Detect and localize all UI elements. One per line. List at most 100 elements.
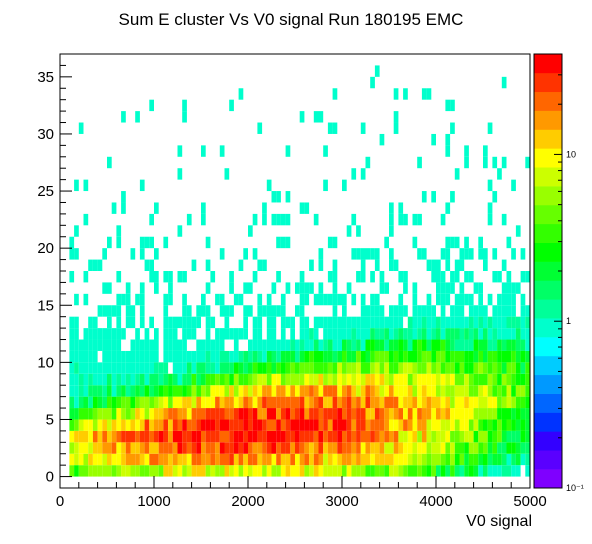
heatmap-cell	[229, 282, 234, 294]
heatmap-cell	[445, 316, 451, 329]
heatmap-cell	[431, 408, 436, 420]
heatmap-cell	[135, 328, 140, 340]
heatmap-cell	[445, 259, 451, 271]
heatmap-cell	[285, 419, 291, 431]
heatmap-cell	[440, 271, 446, 283]
heatmap-cell	[182, 271, 187, 283]
heatmap-cell	[351, 328, 357, 340]
heatmap-cell	[332, 453, 338, 466]
heatmap-cell	[492, 156, 498, 169]
heatmap-cell	[360, 373, 366, 386]
heatmap-cell	[511, 465, 516, 477]
heatmap-cell	[478, 339, 483, 351]
heatmap-cell	[121, 191, 126, 203]
heatmap-cell	[210, 385, 216, 397]
heatmap-cell	[229, 419, 234, 431]
heatmap-cell	[497, 465, 502, 477]
x-tick-label: 4000	[419, 493, 452, 510]
heatmap-cell	[262, 453, 267, 466]
heatmap-cell	[454, 271, 460, 283]
heatmap-cell	[346, 385, 352, 397]
heatmap-cell	[478, 453, 483, 466]
heatmap-cell	[182, 419, 187, 431]
heatmap-cell	[205, 328, 211, 340]
heatmap-cell	[318, 419, 324, 431]
heatmap-cell	[257, 385, 263, 397]
heatmap-cell	[135, 396, 140, 409]
heatmap-cell	[445, 99, 451, 112]
heatmap-cell	[248, 305, 253, 317]
heatmap-cell	[497, 305, 502, 317]
heatmap-cell	[116, 408, 122, 420]
heatmap-cell	[473, 305, 479, 317]
heatmap-cell	[172, 350, 178, 363]
heatmap-cell	[398, 442, 404, 454]
palette-swatch	[534, 431, 562, 451]
heatmap-cell	[233, 408, 239, 420]
heatmap-cell	[398, 396, 404, 409]
heatmap-cell	[92, 442, 98, 454]
heatmap-cell	[215, 328, 220, 340]
heatmap-cell	[426, 465, 432, 477]
heatmap-cell	[111, 362, 117, 374]
heatmap-cell	[83, 385, 89, 397]
heatmap-cell	[473, 453, 479, 466]
heatmap-cell	[290, 339, 295, 351]
heatmap-cell	[468, 465, 474, 477]
heatmap-cell	[384, 339, 389, 351]
heatmap-cell	[191, 362, 197, 374]
heatmap-cell	[351, 293, 357, 306]
heatmap-cell	[243, 350, 248, 363]
heatmap-cell	[299, 396, 305, 409]
heatmap-cell	[478, 362, 483, 374]
heatmap-cell	[365, 408, 371, 420]
heatmap-cell	[360, 305, 366, 317]
heatmap-cell	[271, 373, 277, 386]
heatmap-cell	[139, 179, 145, 192]
heatmap-cell	[92, 453, 98, 466]
heatmap-cell	[125, 373, 131, 386]
heatmap-cell	[327, 271, 333, 283]
heatmap-cell	[238, 465, 244, 477]
heatmap-cell	[492, 350, 498, 363]
heatmap-cell	[468, 453, 474, 466]
heatmap-cell	[69, 385, 75, 397]
heatmap-cell	[257, 339, 263, 351]
heatmap-cell	[186, 316, 192, 329]
heatmap-cell	[506, 362, 512, 374]
heatmap-cell	[233, 373, 239, 386]
heatmap-cell	[459, 316, 465, 329]
heatmap-cell	[182, 373, 187, 386]
heatmap-cell	[205, 373, 211, 386]
heatmap-cell	[323, 465, 328, 477]
heatmap-cells	[69, 65, 530, 477]
heatmap-cell	[327, 430, 333, 443]
heatmap-cell	[219, 293, 225, 306]
heatmap-cell	[182, 350, 187, 363]
heatmap-cell	[506, 282, 512, 294]
heatmap-cell	[154, 373, 159, 386]
heatmap-cell	[332, 373, 338, 386]
heatmap-cell	[374, 373, 380, 386]
heatmap-cell	[323, 316, 328, 329]
heatmap-cell	[102, 442, 107, 454]
heatmap-cell	[403, 88, 408, 100]
heatmap-cell	[356, 271, 361, 283]
heatmap-cell	[323, 453, 328, 466]
heatmap-cell	[74, 408, 79, 420]
heatmap-cell	[309, 396, 314, 409]
heatmap-cell	[393, 385, 399, 397]
heatmap-cell	[144, 236, 150, 249]
heatmap-cell	[125, 419, 131, 431]
heatmap-cell	[233, 465, 239, 477]
heatmap-cell	[459, 419, 465, 431]
heatmap-cell	[163, 373, 169, 386]
heatmap-cell	[116, 350, 122, 363]
heatmap-cell	[370, 328, 375, 340]
heatmap-cell	[515, 316, 521, 329]
heatmap-cell	[454, 350, 460, 363]
heatmap-cell	[69, 465, 75, 477]
heatmap-cell	[280, 305, 286, 317]
heatmap-cell	[468, 419, 474, 431]
heatmap-cell	[271, 316, 277, 329]
